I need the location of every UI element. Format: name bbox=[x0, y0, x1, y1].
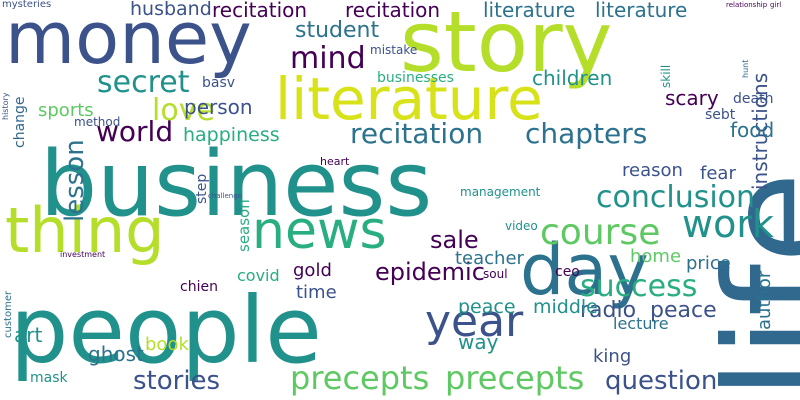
word-world: world bbox=[96, 115, 174, 148]
word-ceo: ceo bbox=[555, 264, 580, 280]
word-step: step bbox=[194, 173, 210, 204]
word-success: success bbox=[580, 269, 698, 304]
word-home: home bbox=[630, 246, 682, 267]
word-skill: skill bbox=[659, 64, 673, 88]
word-conclusion: conclusion bbox=[596, 180, 756, 215]
word-covid: covid bbox=[237, 266, 280, 285]
word-time: time bbox=[296, 282, 337, 303]
word-mysteries: mysteries bbox=[2, 0, 52, 10]
word-student: student bbox=[295, 18, 380, 43]
word-businesses: businesses bbox=[377, 70, 454, 86]
word-peace: peace bbox=[458, 296, 516, 318]
word-chien: chien bbox=[180, 279, 218, 295]
word-video: video bbox=[505, 219, 538, 233]
word-news: news bbox=[252, 201, 387, 261]
word-fear: fear bbox=[700, 163, 736, 184]
word-chapters: chapters bbox=[525, 117, 648, 150]
word-challenge: challenge bbox=[208, 192, 242, 200]
word-price: price bbox=[686, 253, 731, 274]
word-recitation: recitation bbox=[212, 0, 308, 22]
word-year: year bbox=[425, 296, 524, 347]
word-management: management bbox=[460, 185, 541, 199]
word-food: food bbox=[730, 118, 775, 142]
word-method: method bbox=[74, 115, 121, 129]
word-change: change bbox=[12, 96, 28, 148]
word-children: children bbox=[532, 66, 613, 90]
word-death: death bbox=[733, 91, 774, 107]
word-recitation: recitation bbox=[345, 0, 441, 22]
word-precepts: precepts bbox=[290, 359, 430, 397]
word-sale: sale bbox=[430, 226, 479, 254]
word-question: question bbox=[605, 366, 718, 396]
word-author: author bbox=[754, 270, 775, 330]
word-relationship: relationship bbox=[726, 1, 768, 9]
word-customer: customer bbox=[3, 290, 14, 338]
word-literature: literature bbox=[275, 65, 543, 133]
word-radio: radio bbox=[580, 298, 637, 323]
word-secret: secret bbox=[97, 65, 190, 100]
word-epidemic: epidemic bbox=[375, 258, 485, 286]
word-course: course bbox=[540, 212, 661, 253]
word-mistake: mistake bbox=[370, 43, 418, 57]
word-art: art bbox=[14, 323, 43, 347]
word-ghost: ghost bbox=[88, 342, 144, 366]
word-book: book bbox=[145, 334, 189, 355]
word-basv: basv bbox=[202, 75, 236, 91]
word-investment: investment bbox=[60, 250, 106, 259]
word-sports: sports bbox=[38, 100, 94, 121]
word-money: money bbox=[5, 0, 252, 80]
word-peace: peace bbox=[650, 298, 717, 323]
word-work: work bbox=[682, 202, 774, 246]
word-love: love bbox=[152, 93, 215, 128]
word-day: day bbox=[520, 229, 649, 311]
word-soul: soul bbox=[483, 267, 508, 281]
word-precepts: precepts bbox=[445, 359, 585, 397]
word-teacher: teacher bbox=[455, 248, 524, 269]
word-middle: middle bbox=[533, 296, 598, 318]
word-people: people bbox=[10, 277, 322, 384]
word-season: season bbox=[235, 199, 253, 252]
word-happiness: happiness bbox=[183, 124, 280, 146]
word-mind: mind bbox=[290, 41, 366, 76]
word-heart: heart bbox=[320, 155, 350, 168]
word-sebt: sebt bbox=[705, 107, 736, 123]
word-business: business bbox=[40, 132, 433, 237]
word-way: way bbox=[458, 330, 499, 354]
word-literature: literature bbox=[483, 0, 576, 22]
word-reason: reason bbox=[622, 160, 683, 181]
word-girl: girl bbox=[770, 1, 782, 9]
word-story: story bbox=[400, 0, 613, 91]
word-lecture: lecture bbox=[613, 314, 669, 333]
word-mask: mask bbox=[30, 370, 68, 386]
word-thing: thing bbox=[5, 194, 165, 267]
word-hunt: hunt bbox=[741, 59, 750, 78]
word-history: history bbox=[1, 92, 10, 120]
word-husband: husband bbox=[130, 0, 212, 20]
word-scary: scary bbox=[665, 86, 719, 110]
word-lesson: lesson bbox=[60, 139, 90, 222]
word-person: person bbox=[184, 95, 253, 119]
word-king: king bbox=[593, 346, 632, 367]
word-gold: gold bbox=[293, 260, 332, 281]
word-literature: literature bbox=[595, 0, 688, 22]
word-stories: stories bbox=[133, 366, 221, 396]
word-recitation: recitation bbox=[350, 117, 484, 150]
